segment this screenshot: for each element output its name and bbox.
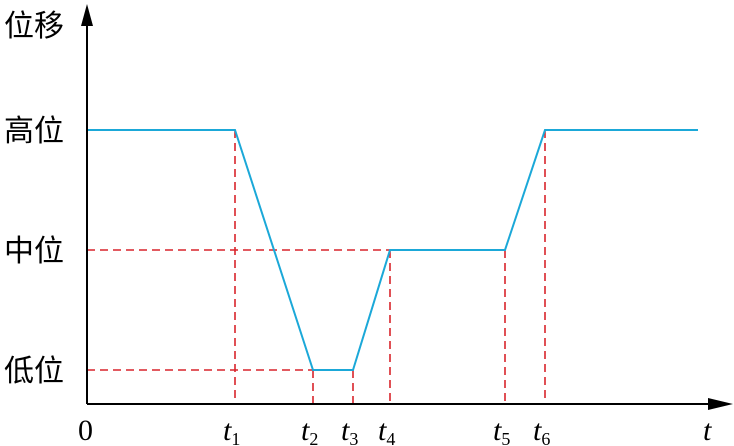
level-label-mid: 中位 (4, 234, 64, 269)
time-label-t5: t5 (493, 414, 510, 446)
level-label-high: 高位 (4, 114, 64, 149)
x-axis-label: t (703, 414, 712, 446)
displacement-curve (87, 129, 698, 371)
origin-label: 0 (78, 414, 93, 446)
time-label-t3: t3 (341, 414, 358, 446)
y-axis-arrow (81, 4, 93, 26)
x-axis-arrow (708, 398, 733, 410)
time-label-t6: t6 (533, 414, 550, 446)
time-label-t2: t2 (301, 414, 318, 446)
time-label-t4: t4 (378, 414, 395, 446)
time-label-t1: t1 (223, 414, 240, 446)
level-label-low: 低位 (4, 354, 64, 389)
dashed-guides (87, 130, 546, 404)
y-axis-label: 位移 (4, 9, 64, 44)
